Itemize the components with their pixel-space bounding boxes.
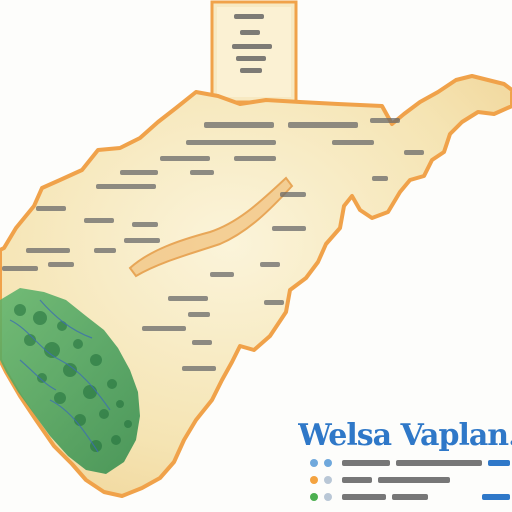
gray-dot-icon	[324, 493, 332, 501]
map-title: Welsa Vaplan.	[298, 418, 512, 453]
blue-dot-icon	[310, 459, 318, 467]
map-legend	[308, 456, 512, 512]
orange-dot-icon	[310, 476, 318, 484]
gray-dot-icon	[324, 476, 332, 484]
legend-row	[308, 473, 512, 487]
river-lines	[9, 299, 111, 453]
legend-row	[308, 490, 512, 504]
legend-text-blur	[342, 460, 510, 466]
forest-region	[0, 288, 140, 474]
inset-text	[232, 14, 272, 73]
green-dot-icon	[310, 493, 318, 501]
forest-texture	[14, 304, 132, 452]
legend-row	[308, 456, 512, 470]
ridge-band	[128, 176, 294, 278]
blue-dot-icon	[324, 459, 332, 467]
legend-text-blur	[342, 477, 450, 483]
legend-text-blur	[342, 494, 510, 500]
place-labels	[2, 118, 424, 371]
